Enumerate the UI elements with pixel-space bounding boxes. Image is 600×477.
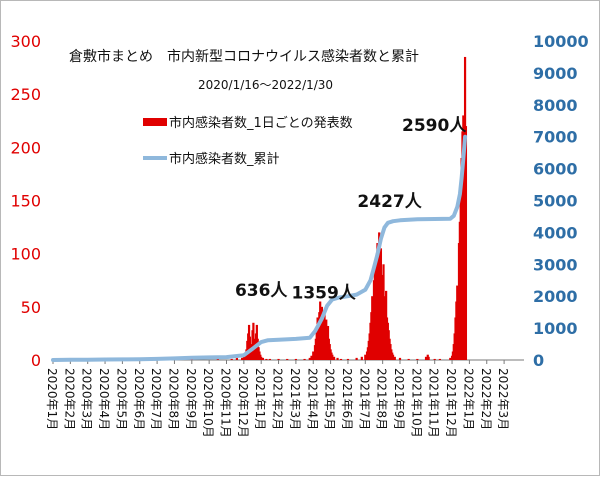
- daily-count-bar: [332, 356, 336, 360]
- x-tick-label: 2021年3月: [288, 368, 302, 430]
- daily-count-bar: [277, 358, 280, 360]
- x-tick-label: 2020年10月: [201, 368, 215, 438]
- daily-count-bar: [355, 357, 358, 360]
- y-left-tick-label: 200: [10, 138, 41, 157]
- daily-count-bar: [424, 356, 428, 360]
- y-left-tick-label: 100: [10, 245, 41, 264]
- y-right-tick-label: 6000: [533, 160, 578, 179]
- daily-count-bar: [449, 357, 452, 360]
- cumulative-annotation: 2427人: [357, 192, 422, 212]
- daily-count-bar: [438, 358, 442, 360]
- y-left-tick-label: 250: [10, 85, 41, 104]
- chart-subtitle: 2020/1/16～2022/1/30: [198, 78, 333, 92]
- x-tick-label: 2020年8月: [166, 368, 180, 430]
- daily-count-bar: [294, 358, 297, 360]
- y-left-tick-label: 150: [10, 192, 41, 211]
- legend-bar-swatch: [143, 118, 167, 126]
- x-tick-label: 2020年11月: [219, 368, 233, 438]
- daily-count-bar: [241, 357, 244, 360]
- daily-count-bar: [312, 351, 315, 360]
- x-tick-label: 2020年1月: [45, 368, 59, 430]
- x-tick-label: 2021年9月: [392, 368, 406, 430]
- daily-count-bar: [433, 358, 436, 360]
- daily-count-bar: [308, 357, 311, 360]
- legend-bar-label: 市内感染者数_1日ごとの発表数: [169, 115, 353, 131]
- y-left-tick-label: 300: [10, 32, 41, 51]
- x-tick-label: 2022年3月: [496, 368, 510, 430]
- daily-count-bar: [398, 357, 402, 360]
- x-tick-label: 2020年2月: [62, 368, 76, 430]
- daily-count-bar: [265, 358, 268, 360]
- y-right-tick-label: 9000: [533, 64, 578, 83]
- daily-count-bar: [464, 126, 468, 360]
- x-tick-label: 2020年3月: [80, 368, 94, 430]
- daily-count-bar: [286, 358, 289, 360]
- x-tick-label: 2022年2月: [479, 368, 493, 430]
- daily-count-bar: [310, 355, 313, 360]
- daily-count-bar: [416, 358, 419, 360]
- legend-line-label: 市内感染者数_累計: [169, 151, 280, 167]
- x-tick-label: 2021年12月: [444, 368, 458, 438]
- x-tick-label: 2020年4月: [97, 368, 111, 430]
- x-tick-label: 2020年5月: [114, 368, 128, 430]
- x-tick-label: 2021年11月: [427, 368, 441, 438]
- x-tick-label: 2021年6月: [340, 368, 354, 430]
- x-tick-label: 2020年6月: [132, 368, 146, 430]
- daily-count-bar: [391, 354, 395, 360]
- y-left-tick-label: 0: [31, 351, 41, 370]
- daily-count-bar: [364, 354, 367, 360]
- x-tick-label: 2021年5月: [323, 368, 337, 430]
- y-right-tick-label: 2000: [533, 287, 578, 306]
- daily-count-bar: [346, 358, 350, 360]
- daily-count-bar: [331, 354, 334, 360]
- cumulative-line: [51, 134, 468, 362]
- daily-count-bar: [303, 358, 306, 360]
- daily-count-bar: [393, 356, 396, 360]
- x-tick-label: 2022年1月: [461, 368, 475, 430]
- y-right-tick-label: 0: [533, 351, 544, 370]
- cumulative-annotation: 1359人: [291, 284, 356, 304]
- y-right-tick-label: 4000: [533, 223, 578, 242]
- y-right-tick-label: 7000: [533, 128, 578, 147]
- x-tick-label: 2021年4月: [305, 368, 319, 430]
- daily-count-bar: [242, 355, 245, 360]
- x-tick-label: 2021年1月: [253, 368, 267, 430]
- cumulative-annotation: 636人: [235, 281, 288, 301]
- daily-count-bar: [336, 357, 339, 360]
- x-tick-label: 2020年12月: [236, 368, 250, 438]
- chart-title: 倉敷市まとめ 市内新型コロナウイルス感染者数と累計: [69, 48, 419, 65]
- y-right-tick-label: 8000: [533, 96, 578, 115]
- x-tick-label: 2021年10月: [409, 368, 423, 438]
- y-right-tick-label: 1000: [533, 319, 578, 338]
- x-tick-label: 2020年9月: [184, 368, 198, 430]
- y-right-tick-label: 5000: [533, 192, 578, 211]
- x-tick-label: 2021年7月: [357, 368, 371, 430]
- x-tick-label: 2021年8月: [375, 368, 389, 430]
- daily-count-bar: [360, 356, 363, 360]
- y-left-tick-label: 50: [21, 298, 41, 317]
- x-tick-label: 2021年2月: [271, 368, 285, 430]
- daily-count-bar: [216, 358, 219, 360]
- daily-count-bar: [339, 358, 343, 360]
- cumulative-annotation: 2590人: [402, 116, 467, 136]
- daily-count-bar: [407, 358, 410, 360]
- daily-count-bar: [427, 356, 430, 360]
- daily-count-bar: [261, 357, 265, 360]
- x-tick-label: 2020年7月: [149, 368, 163, 430]
- daily-count-bar: [268, 358, 271, 360]
- y-right-tick-label: 10000: [533, 32, 589, 51]
- daily-count-bar: [230, 358, 233, 360]
- daily-count-bar: [235, 357, 239, 360]
- y-right-tick-label: 3000: [533, 255, 578, 274]
- daily-count-bar: [260, 356, 263, 360]
